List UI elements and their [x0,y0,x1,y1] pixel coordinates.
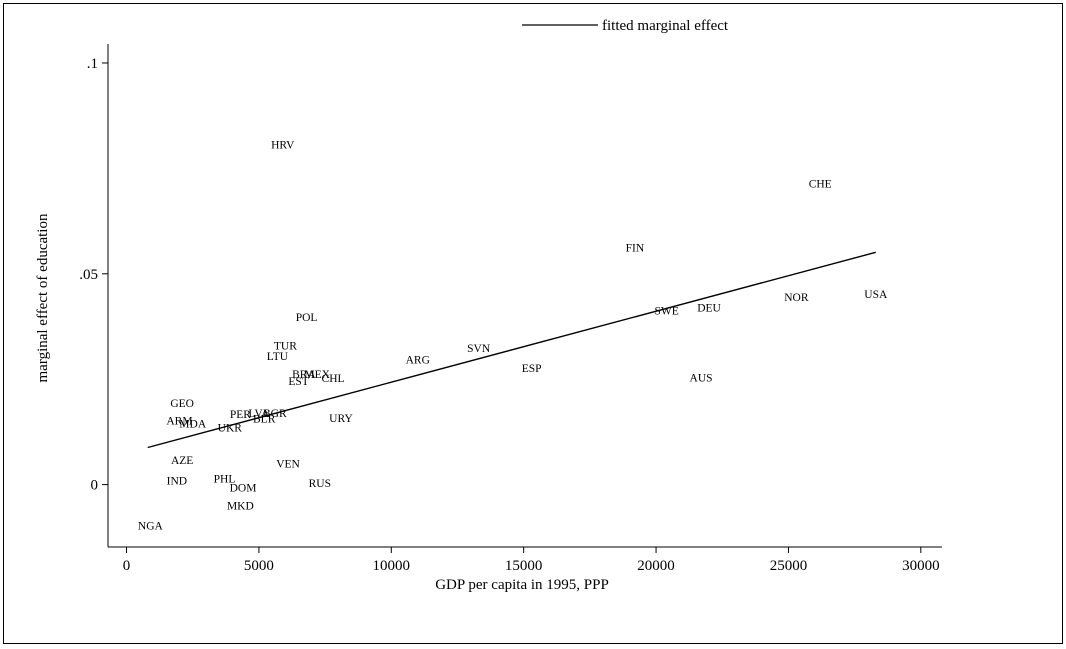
y-tick-label: .1 [87,56,98,72]
point-label-est: EST [288,376,308,388]
legend-label: fitted marginal effect [602,18,729,34]
y-tick-label: 0 [91,478,99,494]
y-axis: 0 .05 .1 [79,44,109,547]
point-label-lva: LVA [248,408,270,420]
x-tick-label: 0 [123,558,131,574]
point-label-pol: POL [296,312,318,324]
point-label-ltu: LTU [267,351,289,363]
point-label-mex: MEX [304,369,330,381]
point-label-bgr: BGR [263,408,287,420]
point-label-blr: BLR [253,413,276,425]
x-tick-label: 30000 [902,558,940,574]
point-label-chl: CHL [322,373,345,385]
point-label-aus: AUS [690,373,713,385]
point-label-bra: BRA [292,369,316,381]
point-label-mda: MDA [179,418,207,430]
point-label-geo: GEO [170,398,194,410]
point-label-hrv: HRV [271,139,295,151]
point-label-tur: TUR [274,340,297,352]
point-label-nor: NOR [784,292,809,304]
point-labels: HRV CHE FIN USA NOR DEU SWE POL TUR SVN LTU ARG ESP B… [138,139,888,532]
point-label-che: CHE [809,179,832,191]
point-label-arm: ARM [166,416,192,428]
point-label-rus: RUS [309,478,331,490]
point-label-arg: ARG [406,354,430,366]
point-label-usa: USA [864,289,888,301]
fitted-line [147,251,876,449]
x-tick-label: 25000 [770,558,808,574]
x-tick-label: 10000 [373,558,411,574]
point-label-svn: SVN [467,343,491,355]
point-label-swe: SWE [655,305,679,317]
legend: fitted marginal effect [522,18,729,34]
x-tick-label: 5000 [244,558,274,574]
x-tick-label: 15000 [505,558,543,574]
point-label-ury: URY [329,413,353,425]
y-tick-label: .05 [79,267,98,283]
point-label-esp: ESP [522,363,542,375]
point-label-ind: IND [167,475,187,487]
point-label-deu: DEU [697,303,721,315]
point-label-aze: AZE [171,455,193,467]
point-label-phl: PHL [214,473,236,485]
point-label-nga: NGA [138,520,164,532]
x-axis-title: GDP per capita in 1995, PPP [435,577,609,593]
point-label-ukr: UKR [218,423,243,435]
point-label-per: PER [230,409,251,421]
point-label-mkd: MKD [227,501,254,513]
point-label-ven: VEN [276,459,300,471]
x-tick-label: 20000 [637,558,675,574]
point-label-dom: DOM [230,483,257,495]
y-axis-title: marginal effect of education [35,213,51,382]
point-label-fin: FIN [626,243,645,255]
x-axis: 0 5000 10000 15000 20000 25000 30000 [108,546,942,574]
